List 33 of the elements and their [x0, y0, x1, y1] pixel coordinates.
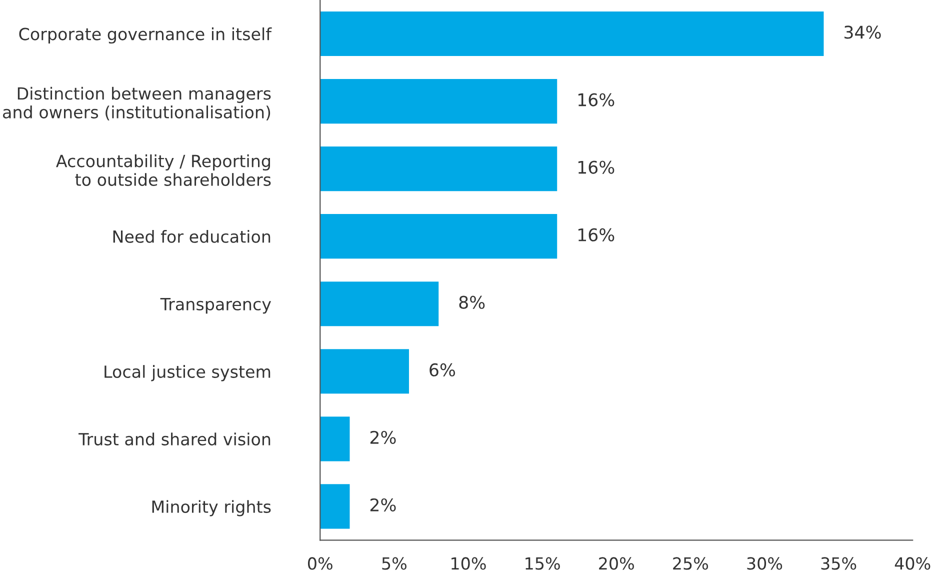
x-tick-label: 20%	[599, 557, 634, 570]
data-label: 16%	[578, 93, 614, 106]
bar	[320, 11, 824, 56]
data-label: 34%	[844, 26, 881, 39]
bar	[320, 484, 350, 529]
x-tick-label: 15%	[526, 557, 560, 570]
x-tick-label: 10%	[452, 557, 486, 570]
y-tick-label: Need for education	[113, 230, 270, 243]
y-tick-label: Corporate governance in itself	[19, 27, 272, 44]
data-label: 2%	[370, 430, 396, 444]
x-tick-label: 40%	[894, 557, 930, 570]
y-tick-label: Distinction between managers and owners (institutionalisation)	[3, 86, 271, 120]
x-tick-label: 0%	[308, 557, 332, 570]
bar	[320, 416, 350, 462]
bar	[320, 282, 439, 326]
data-label: 2%	[370, 498, 396, 512]
bar	[320, 146, 558, 192]
data-label: 8%	[459, 296, 485, 309]
x-tick-label: 30%	[747, 557, 782, 570]
data-label: 16%	[578, 160, 614, 174]
data-label: 16%	[578, 228, 614, 242]
bar	[320, 214, 558, 259]
x-tick-label: 35%	[821, 557, 856, 570]
y-tick-label: Trust and shared vision	[78, 432, 270, 446]
y-tick-label: Minority rights	[152, 500, 271, 516]
x-tick-label: 25%	[673, 557, 708, 570]
y-tick-label: Transparency	[160, 298, 272, 314]
data-label: 6%	[430, 363, 456, 376]
y-tick-label: Local justice system	[104, 365, 270, 382]
bar	[320, 79, 558, 124]
x-tick-label: 5%	[382, 557, 406, 570]
bar	[320, 349, 409, 394]
y-tick-label: Accountability / Reporting to outside shareholders	[56, 154, 271, 186]
